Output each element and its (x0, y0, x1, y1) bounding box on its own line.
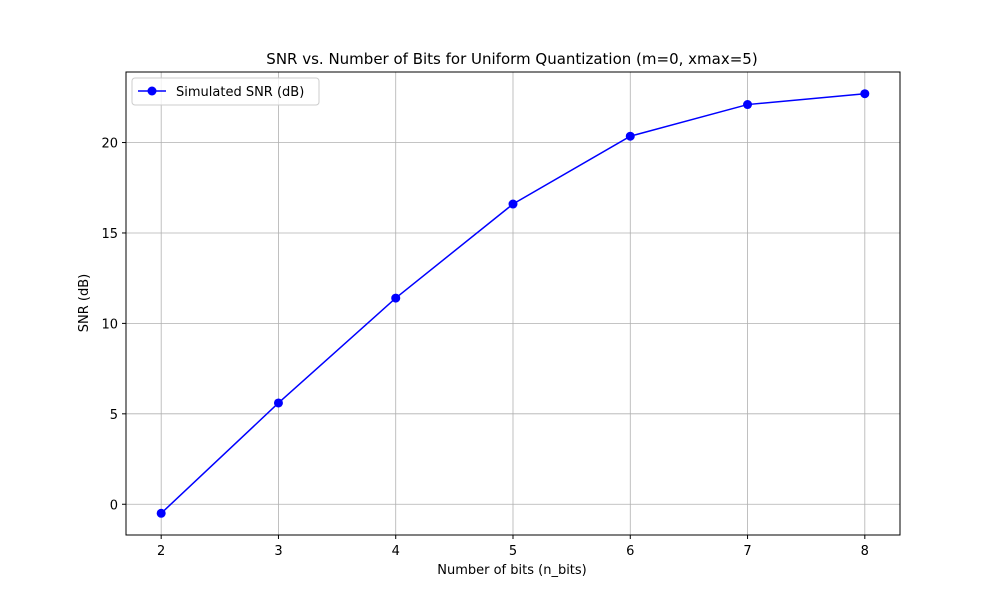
data-point (860, 89, 870, 99)
legend: Simulated SNR (dB) (131, 77, 320, 106)
legend-box (131, 77, 320, 106)
x-tick-label: 7 (743, 544, 751, 559)
legend-entry-label: Simulated SNR (dB) (176, 85, 304, 100)
data-point (391, 293, 401, 303)
data-point (625, 131, 635, 141)
x-tick-label: 2 (157, 544, 165, 559)
y-tick-label: 5 (110, 408, 118, 423)
data-point (508, 199, 518, 209)
series-layer (156, 89, 870, 518)
y-tick-label: 15 (101, 227, 118, 242)
x-axis-label: Number of bits (n_bits) (437, 563, 587, 578)
x-tick-label: 6 (626, 544, 634, 559)
x-tick-label: 4 (392, 544, 400, 559)
chart-title: SNR vs. Number of Bits for Uniform Quant… (266, 50, 757, 68)
grid-layer (126, 72, 900, 535)
data-point (156, 508, 166, 518)
x-tick-label: 5 (509, 544, 517, 559)
y-tick-label: 10 (101, 317, 118, 332)
data-point (273, 398, 283, 408)
data-point (743, 100, 753, 110)
ticks-layer: 2 3 4 5 6 7 8 0 5 10 15 20 (101, 137, 869, 559)
y-tick-label: 20 (101, 137, 118, 152)
legend-marker-swatch (147, 86, 157, 96)
x-tick-label: 3 (274, 544, 282, 559)
y-tick-label: 0 (110, 498, 118, 513)
y-axis-label: SNR (dB) (77, 274, 92, 332)
x-tick-label: 8 (861, 544, 869, 559)
